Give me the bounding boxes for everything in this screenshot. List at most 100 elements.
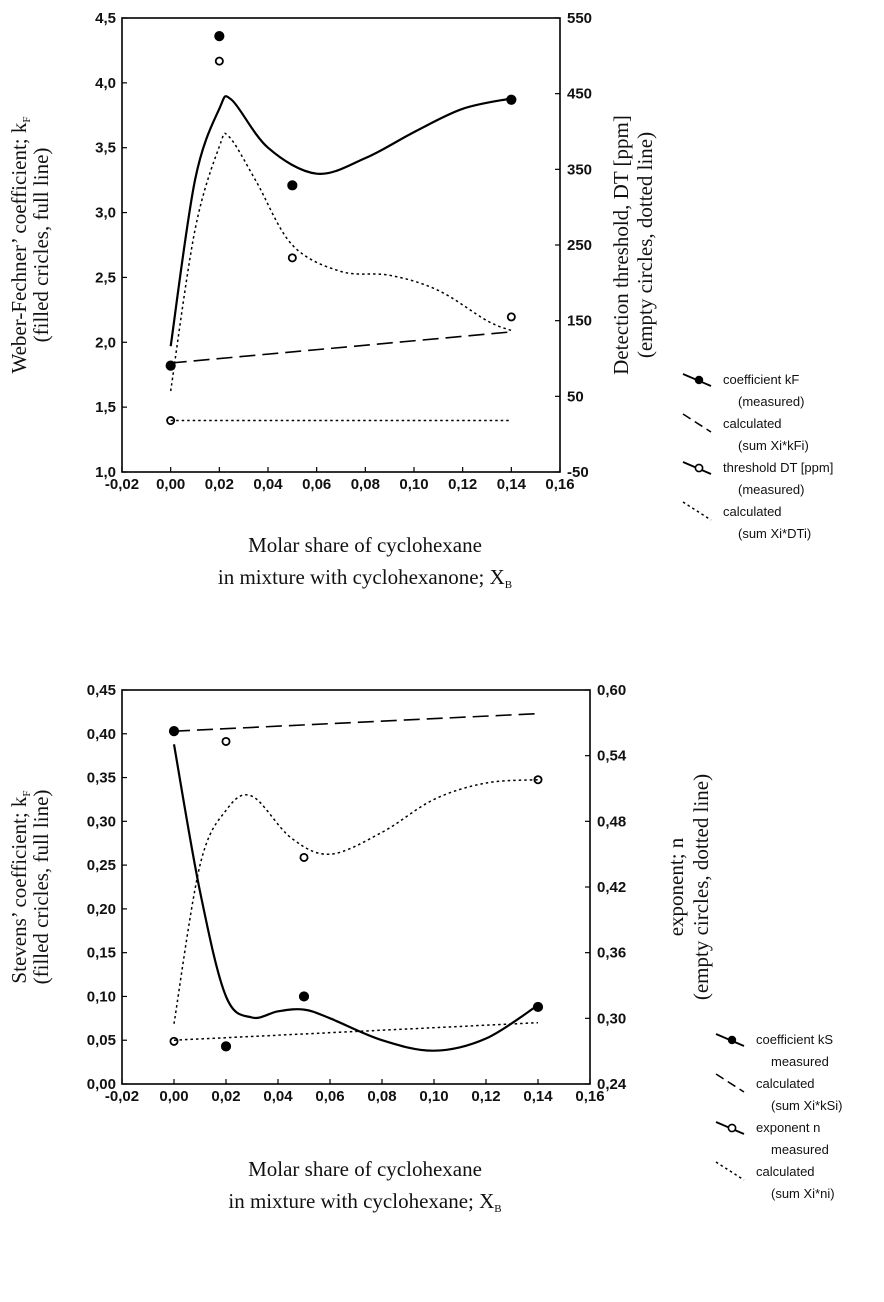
chart2-y-left-tick-label: 0,25 — [87, 857, 116, 874]
chart2-y-left-tick-label: 0,30 — [87, 813, 116, 830]
chart2-point-filled — [298, 991, 310, 1002]
chart1-legend-text: (measured) — [738, 482, 804, 497]
chart1-x-tick-label: -0,02 — [105, 476, 139, 493]
chart1-x-tick-label: 0,08 — [351, 476, 380, 493]
chart2-y-right-tick-label: 0,30 — [597, 1010, 626, 1027]
chart1-legend-line-3 — [682, 501, 712, 521]
chart1-legend-text: calculated — [723, 416, 782, 431]
chart1-point-empty — [214, 56, 224, 66]
chart1-y-right-label: Detection threshold, DT [ppm] — [609, 115, 633, 375]
chart1-x-tick-label: 0,04 — [253, 476, 283, 493]
chart2-point-empty — [533, 775, 543, 785]
chart2-legend-text: calculated — [756, 1164, 815, 1179]
chart2-legend-text: (sum Xi*ni) — [771, 1186, 835, 1201]
chart1-point-empty — [166, 416, 176, 426]
chart1-x-tick-label: 0,16 — [545, 476, 574, 493]
chart1-y-left-tick-label: 1,5 — [95, 399, 116, 416]
chart2-y-right-tick-label: 0,42 — [597, 879, 626, 896]
chart1-legend-text: (sum Xi*kFi) — [738, 438, 809, 453]
chart2-x-tick-label: 0,02 — [211, 1088, 240, 1105]
chart2-y-left-label: Stevens’ coefficient; kF — [7, 790, 33, 983]
chart2-legend-text: (sum Xi*kSi) — [771, 1098, 843, 1113]
chart1-y-left-tick-label: 2,5 — [95, 269, 116, 286]
chart2-plot-frame — [121, 689, 591, 1085]
chart1-legend-text: (sum Xi*DTi) — [738, 526, 811, 541]
chart1-y-left-tick-label: 4,0 — [95, 75, 116, 92]
chart2-x-tick-label: 0,04 — [263, 1088, 293, 1105]
chart2-point-empty — [169, 1036, 179, 1046]
chart1-y-left-label-2: (filled cricles, full line) — [29, 148, 53, 343]
chart2-x-tick-label: 0,06 — [315, 1088, 344, 1105]
chart1-y-right-tick-label: 250 — [567, 237, 592, 254]
chart2-y-right-tick-label: 0,36 — [597, 945, 626, 962]
chart1-y-left-tick-label: 2,0 — [95, 334, 116, 351]
chart1-y-right-tick-label: 50 — [567, 388, 584, 405]
chart1-x-tick-label: 0,00 — [156, 476, 185, 493]
chart1-dashed-line-series-2 — [170, 331, 512, 364]
chart2-x-tick-label: 0,10 — [419, 1088, 448, 1105]
chart1-y-right-label-2: (empty circles, dotted line) — [633, 132, 657, 358]
chart2-y-right-tick-label: 0,24 — [597, 1076, 627, 1093]
chart2-legend-marker-empty — [727, 1123, 737, 1133]
chart2-y-right-tick-label: 0,60 — [597, 682, 626, 699]
chart1-y-right-tick-label: 150 — [567, 313, 592, 330]
chart2-y-left-tick-label: 0,40 — [87, 726, 116, 743]
chart2-x-label-2: in mixture with cyclohexane; XB — [228, 1189, 501, 1215]
chart1-y-right-tick-label: 450 — [567, 86, 592, 103]
chart1-x-tick-label: 0,14 — [497, 476, 527, 493]
chart1-x-tick-label: 0,06 — [302, 476, 331, 493]
chart2-legend-marker-filled — [727, 1035, 737, 1045]
chart2-y-right-tick-label: 0,48 — [597, 813, 626, 830]
chart2-legend-line-1 — [715, 1073, 745, 1093]
chart2-dotted-line-series-5 — [173, 1021, 539, 1041]
chart2-dashed-line-series-2 — [173, 712, 539, 732]
chart1-legend-marker-empty — [694, 463, 704, 473]
chart1-y-right-tick-label: 550 — [567, 10, 592, 27]
chart2-legend-text: exponent n — [756, 1120, 820, 1135]
chart2-legend-text: calculated — [756, 1076, 815, 1091]
chart2-y-left-label-2: (filled cricles, full line) — [29, 790, 53, 985]
chart2-y-right-label: exponent; n — [664, 837, 688, 936]
chart1-y-left-label: Weber-Fechner’ coefficient; kF — [7, 116, 33, 373]
chart1-y-left-tick-label: 4,5 — [95, 10, 116, 27]
chart2-y-left-tick-label: 0,15 — [87, 945, 116, 962]
chart1-x-tick-label: 0,10 — [399, 476, 428, 493]
chart1-point-filled — [214, 31, 225, 42]
chart1-x-label: Molar share of cyclohexane — [248, 533, 482, 557]
chart2-point-empty — [299, 852, 309, 862]
chart2-point-filled — [220, 1041, 232, 1052]
chart2-y-left-tick-label: 0,05 — [87, 1032, 116, 1049]
chart2-x-tick-label: 0,00 — [159, 1088, 188, 1105]
chart2-y-left-tick-label: 0,45 — [87, 682, 116, 699]
chart1-legend-marker-filled — [694, 375, 704, 385]
chart2-x-tick-label: 0,12 — [471, 1088, 500, 1105]
chart2-x-tick-label: 0,14 — [523, 1088, 553, 1105]
chart2-y-left-tick-label: 0,10 — [87, 988, 116, 1005]
chart1-legend-text: (measured) — [738, 394, 804, 409]
chart2-legend-text: measured — [771, 1142, 829, 1157]
chart2-x-tick-label: 0,08 — [367, 1088, 396, 1105]
chart1-legend-text: coefficient kF — [723, 372, 799, 387]
chart2-point-empty — [221, 736, 231, 746]
chart2-y-left-tick-label: 0,00 — [87, 1076, 116, 1093]
chart2-legend-line-3 — [715, 1161, 745, 1181]
chart1-y-right-tick-label: 350 — [567, 161, 592, 178]
chart1-y-left-tick-label: 1,0 — [95, 464, 116, 481]
chart2-y-right-label-2: (empty circles, dotted line) — [689, 774, 713, 1000]
chart2-legend-text: coefficient kS — [756, 1032, 833, 1047]
chart1-dotted-curve-series-4 — [169, 132, 512, 392]
chart2-x-label: Molar share of cyclohexane — [248, 1157, 482, 1181]
chart1-y-left-tick-label: 3,0 — [95, 205, 116, 222]
chart1-solid-curve-series-1 — [169, 95, 512, 347]
chart2-y-left-tick-label: 0,20 — [87, 901, 116, 918]
chart2-y-right-tick-label: 0,54 — [597, 748, 627, 765]
chart2-point-filled — [532, 1001, 544, 1013]
chart1-point-empty — [287, 253, 297, 263]
chart1-y-right-tick-label: -50 — [567, 464, 589, 481]
chart1-x-tick-label: 0,12 — [448, 476, 477, 493]
chart2-y-left-tick-label: 0,35 — [87, 770, 116, 787]
chart1-x-tick-label: 0,02 — [205, 476, 234, 493]
chart1-x-label-2: in mixture with cyclohexanone; XB — [218, 565, 512, 591]
chart1-legend-line-1 — [682, 413, 712, 433]
